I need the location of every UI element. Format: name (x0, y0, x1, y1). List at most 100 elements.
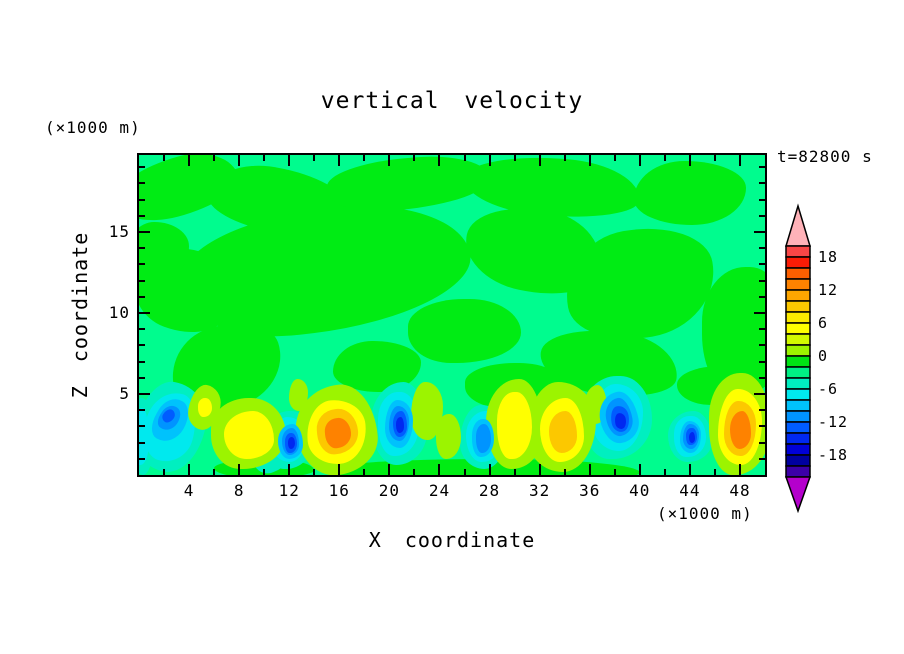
z-tick-label: 10 (108, 302, 130, 322)
axis-tick (139, 442, 145, 444)
colorbar-segment (785, 289, 811, 302)
axis-tick (263, 469, 265, 475)
axis-tick (759, 263, 765, 265)
axis-tick (213, 155, 215, 161)
axis-tick (139, 263, 145, 265)
axis-tick (759, 215, 765, 217)
x-tick-label: 48 (729, 481, 751, 500)
axis-tick (759, 296, 765, 298)
axis-tick (163, 469, 165, 475)
axis-tick (759, 361, 765, 363)
colorbar-segment (785, 388, 811, 401)
contour-band-blob (436, 414, 462, 459)
contour-band-blob (548, 411, 577, 453)
timestamp-label: t=82800 s (777, 147, 873, 166)
colorbar-segment (785, 333, 811, 346)
axis-tick (759, 280, 765, 282)
contour-band-blob (476, 423, 492, 453)
axis-tick (589, 464, 591, 475)
axis-tick (759, 328, 765, 330)
colorbar-segment (785, 377, 811, 390)
axis-tick (759, 247, 765, 249)
colorbar-segment (785, 454, 811, 467)
axis-tick (564, 469, 566, 475)
axis-tick (664, 155, 666, 161)
colorbar-tick-label: 18 (818, 248, 839, 266)
axis-tick (363, 469, 365, 475)
contour-band-blob (729, 411, 752, 450)
axis-tick (564, 155, 566, 161)
contour-band-blob (139, 407, 149, 466)
z-axis-unit-label: (×1000 m) (45, 118, 141, 137)
axis-tick (759, 166, 765, 168)
axis-tick (754, 312, 765, 314)
axis-tick (338, 464, 340, 475)
contour-band-blob (688, 431, 695, 443)
axis-tick (139, 199, 145, 201)
colorbar-tick-label: -6 (818, 380, 839, 398)
colorbar-arrow-bottom (784, 476, 812, 513)
x-tick-label: 40 (629, 481, 651, 500)
x-tick-label: 24 (428, 481, 451, 500)
axis-tick (759, 182, 765, 184)
axis-tick (338, 155, 340, 166)
z-tick-label: 15 (108, 221, 130, 241)
axis-tick (139, 328, 145, 330)
colorbar-segment (785, 322, 811, 335)
axis-tick (489, 155, 491, 166)
axis-tick (139, 361, 145, 363)
axis-tick (639, 155, 641, 166)
axis-tick (139, 215, 145, 217)
axis-tick (714, 155, 716, 161)
contour-band-blob (223, 411, 274, 459)
x-axis-unit-label: (×1000 m) (657, 504, 753, 523)
axis-tick (514, 469, 516, 475)
axis-tick (489, 464, 491, 475)
axis-tick (263, 155, 265, 161)
colorbar-tick-label: -12 (818, 413, 849, 431)
axis-tick (464, 469, 466, 475)
axis-tick (539, 155, 541, 166)
colorbar-tick-label: 12 (818, 281, 839, 299)
axis-tick (413, 155, 415, 161)
axis-tick (139, 312, 150, 314)
axis-tick (438, 464, 440, 475)
z-tick-label: 5 (119, 383, 130, 403)
axis-tick (139, 344, 145, 346)
axis-tick (139, 425, 145, 427)
axis-tick (139, 409, 145, 411)
axis-tick (288, 155, 290, 166)
contour-band-blob (408, 299, 521, 363)
x-tick-label: 32 (528, 481, 551, 500)
colorbar-segment (785, 278, 811, 291)
axis-tick (238, 155, 240, 166)
axis-tick (714, 469, 716, 475)
axis-tick (413, 469, 415, 475)
contour-band-blob (289, 379, 308, 411)
axis-tick (438, 155, 440, 166)
axis-tick (388, 155, 390, 166)
colorbar-segment (785, 410, 811, 423)
x-tick-label: 44 (679, 481, 701, 500)
x-axis-title: X coordinate (368, 528, 536, 552)
axis-tick (388, 464, 390, 475)
colorbar-svg (784, 203, 812, 513)
x-tick-label: 16 (328, 481, 350, 500)
colorbar-segment (785, 355, 811, 368)
chart-title: vertical velocity (320, 88, 584, 114)
axis-tick (464, 155, 466, 161)
colorbar-segment (785, 465, 811, 478)
axis-tick (139, 182, 145, 184)
colorbar-segment (785, 421, 811, 434)
x-tick-label: 20 (378, 481, 401, 500)
colorbar-segment (785, 256, 811, 269)
axis-tick (139, 231, 150, 233)
axis-tick (313, 155, 315, 161)
contour-band-blob (197, 398, 212, 418)
colorbar-segment (785, 267, 811, 280)
colorbar-arrow-top (784, 203, 812, 247)
colorbar-segment (785, 443, 811, 456)
axis-tick (759, 458, 765, 460)
axis-tick (614, 469, 616, 475)
axis-tick (754, 393, 765, 395)
